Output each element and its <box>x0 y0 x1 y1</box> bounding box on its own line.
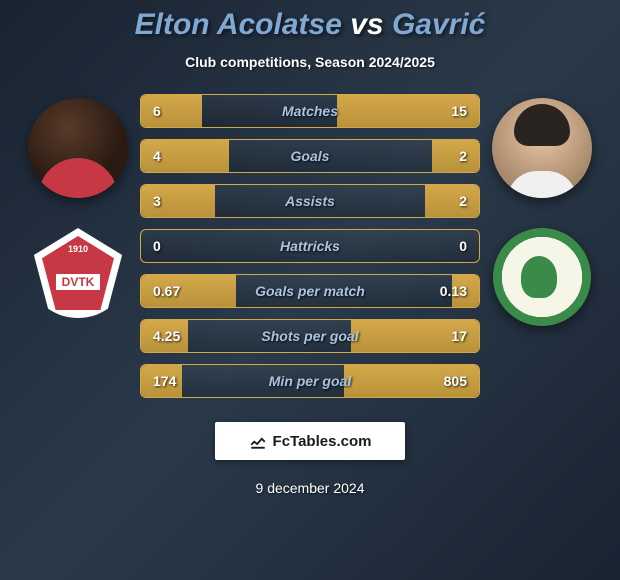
badge-year: 1910 <box>68 244 88 254</box>
stat-label: Matches <box>201 103 419 119</box>
comparison-content: 1910 DVTK 6Matches154Goals23Assists20Hat… <box>0 94 620 398</box>
stat-row: 3Assists2 <box>140 184 480 218</box>
stat-label: Assists <box>201 193 419 209</box>
header: Elton Acolatse vs Gavrić Club competitio… <box>0 0 620 70</box>
page-title: Elton Acolatse vs Gavrić <box>0 8 620 42</box>
stat-value-left: 0 <box>141 238 201 254</box>
stat-value-right: 17 <box>419 328 479 344</box>
player1-avatar <box>28 98 128 198</box>
date-text: 9 december 2024 <box>0 480 620 496</box>
stat-value-left: 6 <box>141 103 201 119</box>
stat-value-right: 15 <box>419 103 479 119</box>
stats-table: 6Matches154Goals23Assists20Hattricks00.6… <box>140 94 480 398</box>
stat-row: 0Hattricks0 <box>140 229 480 263</box>
stat-label: Goals <box>201 148 419 164</box>
stat-value-right: 805 <box>419 373 479 389</box>
chart-icon <box>249 432 267 450</box>
player2-club-badge <box>493 228 591 326</box>
player1-club-badge: 1910 DVTK <box>29 228 127 318</box>
subtitle: Club competitions, Season 2024/2025 <box>0 54 620 70</box>
player1-name: Elton Acolatse <box>135 8 342 41</box>
right-column <box>492 94 592 326</box>
vs-text: vs <box>350 8 383 41</box>
stat-value-right: 2 <box>419 193 479 209</box>
stat-value-right: 0 <box>419 238 479 254</box>
stat-row: 0.67Goals per match0.13 <box>140 274 480 308</box>
stat-value-right: 0.13 <box>419 283 479 299</box>
player2-avatar <box>492 98 592 198</box>
stat-value-left: 4.25 <box>141 328 201 344</box>
stat-label: Hattricks <box>201 238 419 254</box>
stat-row: 4Goals2 <box>140 139 480 173</box>
stat-value-left: 4 <box>141 148 201 164</box>
stat-value-right: 2 <box>419 148 479 164</box>
stat-label: Min per goal <box>201 373 419 389</box>
stat-row: 4.25Shots per goal17 <box>140 319 480 353</box>
brand-badge[interactable]: FcTables.com <box>215 422 405 460</box>
player2-name: Gavrić <box>392 8 485 41</box>
brand-text: FcTables.com <box>273 433 372 450</box>
stat-value-left: 3 <box>141 193 201 209</box>
left-column: 1910 DVTK <box>28 94 128 318</box>
stat-value-left: 174 <box>141 373 201 389</box>
stat-value-left: 0.67 <box>141 283 201 299</box>
stat-row: 174Min per goal805 <box>140 364 480 398</box>
badge-acronym: DVTK <box>56 274 101 290</box>
stat-label: Shots per goal <box>201 328 419 344</box>
stat-label: Goals per match <box>201 283 419 299</box>
stat-row: 6Matches15 <box>140 94 480 128</box>
